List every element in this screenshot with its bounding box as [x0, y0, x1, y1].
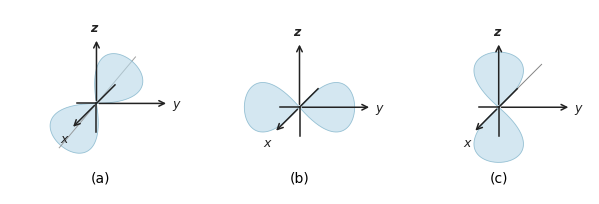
Polygon shape [50, 104, 98, 153]
Polygon shape [244, 83, 300, 132]
Text: (a): (a) [90, 171, 110, 184]
Text: (c): (c) [489, 171, 508, 184]
Text: y: y [375, 101, 382, 114]
Polygon shape [95, 54, 143, 104]
Text: (b): (b) [290, 171, 309, 184]
Text: x: x [463, 136, 470, 149]
Text: y: y [172, 98, 179, 110]
Text: x: x [264, 136, 271, 149]
Polygon shape [300, 83, 355, 132]
Text: z: z [294, 26, 301, 39]
Text: z: z [493, 26, 500, 39]
Text: z: z [90, 22, 98, 35]
Polygon shape [474, 53, 524, 108]
Polygon shape [474, 108, 524, 163]
Text: x: x [60, 132, 68, 145]
Text: y: y [574, 101, 582, 114]
